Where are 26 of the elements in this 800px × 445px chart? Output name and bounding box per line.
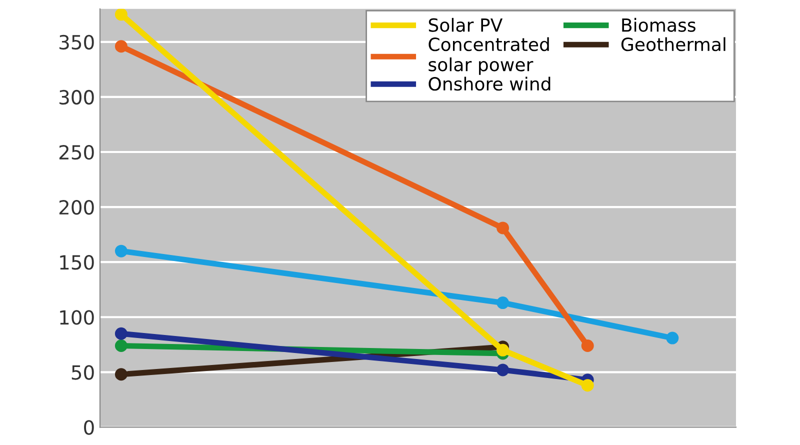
point bbox=[496, 296, 510, 310]
point bbox=[114, 40, 128, 53]
legend-label: Concentrated solar power bbox=[428, 37, 549, 75]
point bbox=[114, 368, 128, 381]
y-tick-label: 0 bbox=[84, 420, 94, 435]
point bbox=[114, 327, 128, 340]
y-tick-label: 150 bbox=[60, 255, 94, 270]
y-tick-label: 350 bbox=[60, 34, 94, 50]
legend-label: Geothermal bbox=[621, 37, 726, 52]
point bbox=[114, 8, 128, 21]
legend-label: Onshore wind bbox=[428, 76, 550, 91]
point bbox=[581, 379, 594, 392]
y-tick-label: 100 bbox=[60, 310, 94, 325]
y-tick-label: 250 bbox=[59, 144, 94, 160]
legend-label: Biomass bbox=[622, 18, 696, 32]
y-tick-label: 200 bbox=[59, 200, 94, 215]
point bbox=[666, 332, 679, 344]
y-tick-label: 50 bbox=[72, 365, 94, 380]
point bbox=[114, 339, 128, 352]
y-tick-label: 300 bbox=[60, 90, 94, 105]
point bbox=[496, 344, 510, 356]
legend-label: Solar PV bbox=[428, 18, 503, 32]
point bbox=[114, 244, 128, 258]
point bbox=[581, 339, 594, 352]
point bbox=[496, 364, 510, 376]
point bbox=[496, 222, 510, 234]
